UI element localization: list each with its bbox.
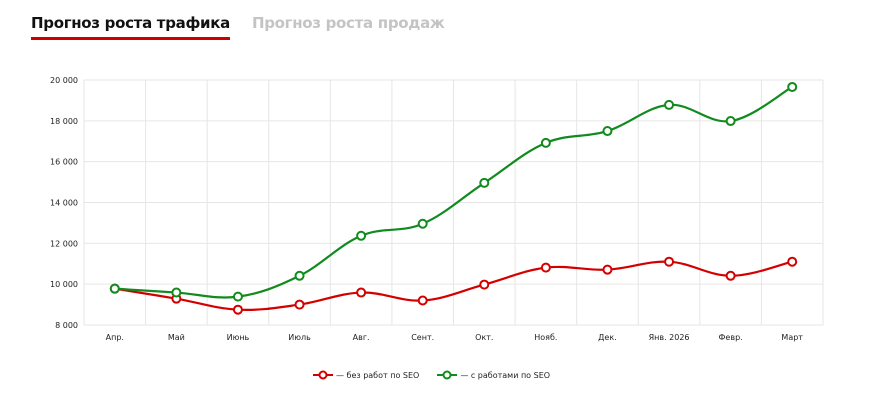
legend-marker-icon bbox=[437, 370, 458, 380]
x-tick-label: Июль bbox=[288, 333, 311, 342]
y-tick-label: 20 000 bbox=[50, 76, 78, 85]
data-point-1 bbox=[356, 230, 367, 241]
y-tick-label: 16 000 bbox=[50, 158, 78, 167]
data-point-0 bbox=[356, 287, 367, 298]
data-point-1 bbox=[540, 137, 551, 148]
y-tick-label: 18 000 bbox=[50, 117, 78, 126]
tab-bar: Прогноз роста трафика Прогноз роста прод… bbox=[31, 14, 445, 40]
data-point-1 bbox=[602, 126, 613, 137]
legend-label: — без работ по SEO bbox=[336, 370, 420, 380]
y-tick-label: 10 000 bbox=[50, 280, 78, 289]
x-tick-label: Июнь bbox=[227, 333, 250, 342]
x-tick-label: Нояб. bbox=[534, 333, 557, 342]
x-tick-label: Авг. bbox=[353, 333, 370, 342]
y-tick-label: 12 000 bbox=[50, 239, 78, 248]
legend-item-without-seo[interactable]: — без работ по SEO bbox=[313, 370, 419, 380]
legend-label: — с работами по SEO bbox=[460, 370, 551, 380]
x-tick-label: Сент. bbox=[411, 333, 434, 342]
data-point-1 bbox=[725, 116, 736, 127]
x-tick-label: Дек. bbox=[598, 333, 617, 342]
x-tick-label: Март bbox=[781, 333, 803, 342]
x-tick-label: Окт. bbox=[475, 333, 493, 342]
tab-sales-forecast[interactable]: Прогноз роста продаж bbox=[251, 14, 445, 32]
y-tick-label: 8 000 bbox=[55, 321, 78, 330]
x-tick-label: Янв. 2026 bbox=[649, 333, 690, 342]
tab-traffic-forecast[interactable]: Прогноз роста трафика bbox=[31, 14, 230, 40]
data-point-0 bbox=[540, 262, 551, 273]
data-point-1 bbox=[109, 283, 120, 294]
y-tick-label: 14 000 bbox=[50, 199, 78, 208]
data-point-0 bbox=[602, 264, 613, 275]
data-point-1 bbox=[232, 291, 243, 302]
data-point-0 bbox=[725, 270, 736, 281]
data-point-1 bbox=[479, 177, 490, 188]
x-tick-label: Февр. bbox=[719, 333, 743, 342]
x-tick-label: Апр. bbox=[106, 333, 124, 342]
data-point-1 bbox=[171, 287, 182, 298]
data-point-0 bbox=[479, 279, 490, 290]
data-point-1 bbox=[417, 218, 428, 229]
data-point-0 bbox=[417, 295, 428, 306]
legend: — без работ по SEO — с работами по SEO bbox=[313, 370, 550, 380]
data-point-1 bbox=[787, 81, 798, 92]
legend-item-with-seo[interactable]: — с работами по SEO bbox=[437, 370, 550, 380]
x-tick-label: Май bbox=[168, 333, 185, 342]
data-point-0 bbox=[294, 299, 305, 310]
data-point-1 bbox=[664, 99, 675, 110]
data-point-1 bbox=[294, 270, 305, 281]
data-point-0 bbox=[664, 256, 675, 267]
legend-marker-icon bbox=[313, 370, 333, 380]
data-point-0 bbox=[787, 256, 798, 267]
data-point-0 bbox=[232, 304, 243, 315]
